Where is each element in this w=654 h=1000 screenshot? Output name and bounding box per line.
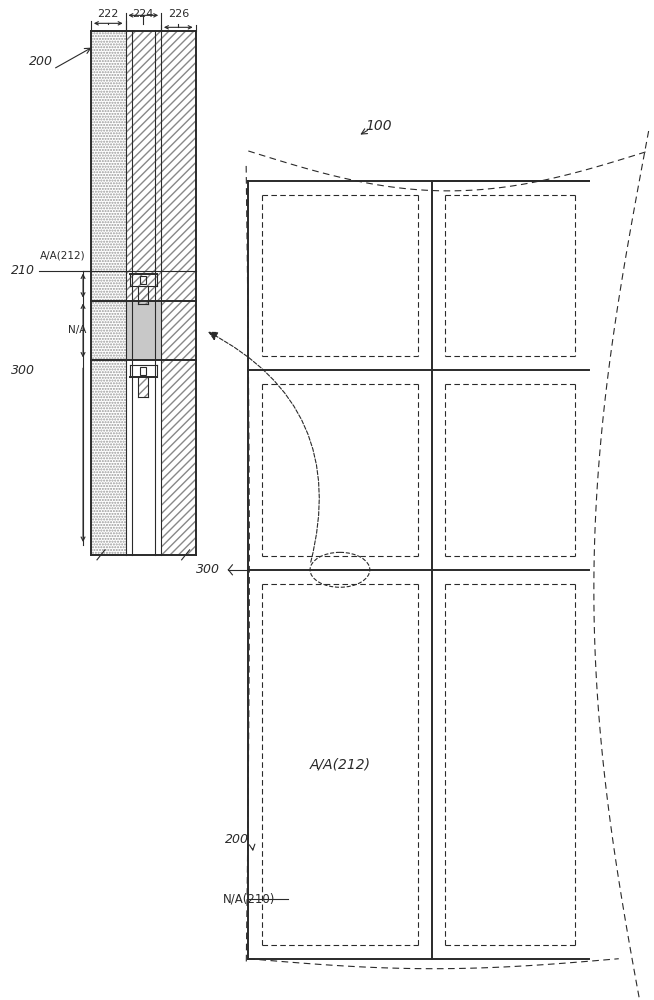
Text: 224: 224 <box>133 9 154 19</box>
Text: 200: 200 <box>226 833 249 846</box>
Bar <box>138 377 148 397</box>
Text: 300: 300 <box>196 563 220 576</box>
Bar <box>138 286 148 304</box>
Text: 300: 300 <box>11 364 35 377</box>
Text: 222: 222 <box>97 9 119 19</box>
Text: N/A(210): N/A(210) <box>222 892 275 905</box>
FancyArrowPatch shape <box>209 332 319 562</box>
Bar <box>140 276 146 284</box>
Text: 200: 200 <box>29 55 53 68</box>
Text: 210: 210 <box>11 264 35 277</box>
Text: N/A: N/A <box>67 325 86 335</box>
Text: 226: 226 <box>167 9 189 19</box>
Bar <box>91 31 126 555</box>
Text: A/A(212): A/A(212) <box>41 251 86 261</box>
Text: A/A(212): A/A(212) <box>309 757 370 771</box>
Bar <box>161 31 196 555</box>
Bar <box>126 31 161 301</box>
Bar <box>126 301 161 360</box>
Bar <box>140 367 146 375</box>
Text: 100: 100 <box>365 119 392 133</box>
